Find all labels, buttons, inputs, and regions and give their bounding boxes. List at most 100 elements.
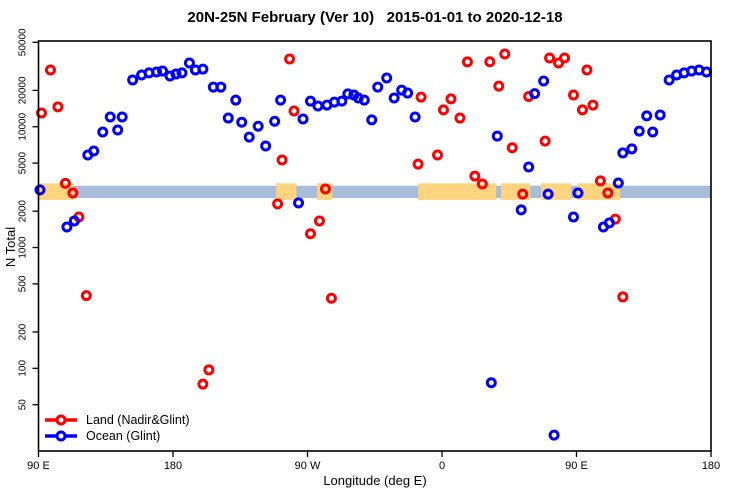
y-tick-label: 10000 — [18, 112, 29, 140]
ocean-point — [515, 204, 527, 216]
land-point — [559, 52, 571, 64]
ocean-point — [97, 126, 109, 138]
ocean-point — [170, 68, 182, 80]
land-point — [59, 177, 71, 189]
y-tick-label: 5000 — [18, 152, 29, 175]
land-point — [432, 149, 444, 161]
ocean-point — [617, 147, 629, 159]
x-tick-label: 90 E — [565, 460, 588, 472]
x-tick-label: 90 E — [27, 460, 50, 472]
ocean-point — [269, 115, 281, 127]
ocean-point — [381, 72, 393, 84]
ocean-point — [523, 161, 535, 173]
ocean-point — [304, 95, 316, 107]
x-tick-label: 90 W — [295, 460, 321, 472]
y-tick-label: 2000 — [18, 200, 29, 223]
land-point — [445, 93, 457, 105]
ocean-point — [542, 188, 554, 200]
legend-marker-ocean — [45, 430, 77, 442]
land-point — [276, 154, 288, 166]
ocean-point — [151, 66, 163, 78]
land-point — [484, 56, 496, 68]
legend-label-ocean: Ocean (Glint) — [86, 429, 161, 443]
ocean-point — [176, 67, 188, 79]
ocean-point — [633, 125, 645, 137]
land-point — [304, 228, 316, 240]
ocean-point — [275, 94, 287, 106]
ocean-point — [230, 94, 242, 106]
ocean-point — [491, 130, 503, 142]
land-point — [284, 53, 296, 65]
ocean-point — [358, 94, 370, 106]
land-point — [35, 107, 47, 119]
x-axis-label: Longitude (deg E) — [323, 473, 427, 488]
land-point — [67, 187, 79, 199]
chart-title: 20N-25N February (Ver 10) 2015-01-01 to … — [187, 9, 563, 26]
land-point — [272, 198, 284, 210]
land-point — [319, 183, 331, 195]
y-tick-label: 200 — [18, 323, 29, 340]
ocean-point — [372, 81, 384, 93]
ocean-point — [293, 197, 305, 209]
ocean-point — [183, 57, 195, 69]
ocean-point — [157, 65, 169, 77]
ocean-point — [297, 113, 309, 125]
ocean-point — [61, 221, 73, 233]
ocean-point — [701, 66, 713, 78]
ocean-point — [572, 187, 584, 199]
ocean-point — [654, 109, 666, 121]
land-point — [197, 378, 209, 390]
ocean-point — [34, 184, 46, 196]
plot-frame — [37, 40, 712, 452]
land-point — [412, 158, 424, 170]
ocean-point — [222, 112, 234, 124]
legend-marker-land — [45, 414, 77, 426]
ocean-point — [612, 177, 624, 189]
land-point — [454, 112, 466, 124]
land-point — [288, 105, 300, 117]
legend-item-ocean: Ocean (Glint) — [44, 428, 190, 444]
y-tick-label: 1000 — [18, 236, 29, 259]
ocean-point — [626, 143, 638, 155]
land-point — [52, 101, 64, 113]
land-point — [476, 178, 488, 190]
y-tick-label: 50 — [18, 399, 29, 411]
ocean-point — [538, 75, 550, 87]
y-tick-label: 500 — [18, 275, 29, 292]
land-point — [325, 292, 337, 304]
land-point — [517, 188, 529, 200]
land-point — [415, 91, 427, 103]
land-point — [469, 170, 481, 182]
land-point — [576, 104, 588, 116]
ocean-point — [647, 126, 659, 138]
ocean-point — [312, 100, 324, 112]
land-band-segment — [276, 183, 297, 200]
land-band-segment — [501, 183, 531, 200]
ocean-point — [336, 95, 348, 107]
ocean-point — [568, 211, 580, 223]
ocean-point — [603, 217, 615, 229]
legend-item-land: Land (Nadir&Glint) — [44, 412, 190, 428]
land-point — [602, 187, 614, 199]
ocean-point — [548, 429, 560, 441]
x-tick-label: 180 — [164, 460, 182, 472]
ocean-point — [112, 124, 124, 136]
land-point — [594, 175, 606, 187]
land-point — [544, 52, 556, 64]
ocean-point — [236, 116, 248, 128]
land-point — [461, 56, 473, 68]
land-point — [44, 64, 56, 76]
ocean-point — [529, 88, 541, 100]
ocean-point — [197, 63, 209, 75]
x-tick-label: 180 — [702, 460, 720, 472]
ocean-point — [215, 81, 227, 93]
x-tick-label: 0 — [439, 460, 445, 472]
ocean-point — [641, 110, 653, 122]
y-tick-label: 20000 — [18, 76, 29, 104]
land-point — [437, 104, 449, 116]
y-tick-label: 50000 — [18, 28, 29, 56]
land-band-segment — [418, 183, 497, 200]
ocean-point — [485, 377, 497, 389]
